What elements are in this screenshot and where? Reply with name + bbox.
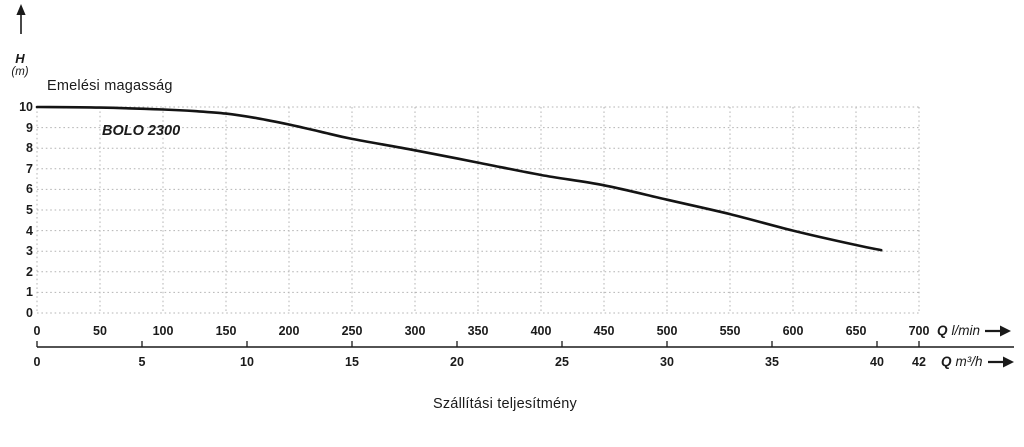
q-symbol: Q [941, 354, 952, 369]
x-lmin-tick-label: 450 [593, 324, 615, 338]
pump-curve [35, 105, 883, 252]
y-tick-label: 7 [26, 161, 33, 176]
x-lmin-tick-label: 700 [908, 324, 930, 338]
x-lmin-tick-label: 300 [404, 324, 426, 338]
q-symbol: Q [937, 323, 948, 338]
x-m3h-tick-label: 40 [870, 355, 884, 369]
y-tick-label: 6 [26, 182, 33, 197]
y-tick-label: 5 [26, 203, 33, 217]
x-lmin-tick-label: 600 [782, 324, 804, 338]
y-tick-label: 2 [26, 264, 33, 279]
y-tick-label: 9 [26, 120, 33, 135]
right-arrow-icon [987, 356, 1014, 368]
right-arrow-icon [985, 325, 1012, 337]
x-lmin-tick-label: 500 [656, 324, 678, 338]
x-m3h-tick-label: 42 [912, 355, 926, 369]
y-axis-symbol: H [15, 51, 25, 66]
m3h-unit: m³/h [955, 354, 983, 369]
x-m3h-tick-label: 10 [240, 355, 254, 369]
y-tick-label: 0 [26, 306, 33, 320]
y-tick-label: 4 [26, 223, 33, 238]
x-m3h-tick-label: 15 [345, 355, 359, 369]
y-tick-label: 1 [26, 285, 33, 300]
x-m3h-tick-label: 25 [555, 355, 569, 369]
x-m3h-tick-label: 35 [765, 355, 779, 369]
x-lmin-tick-label: 50 [93, 324, 107, 338]
x-axis-title: Szállítási teljesítmény [432, 396, 577, 412]
lmin-unit: l/min [951, 323, 981, 338]
x-lmin-tick-label: 150 [215, 324, 237, 338]
x-m3h-tick-label: 0 [33, 355, 41, 369]
y-axis-unit: (m) [11, 66, 29, 78]
x-lmin-tick-label: 250 [341, 324, 363, 338]
x-lmin-tick-label: 650 [845, 324, 867, 338]
x-lmin-tick-label: 0 [33, 324, 41, 338]
x-m3h-tick-label: 5 [138, 355, 146, 369]
y-tick-label: 3 [26, 244, 33, 259]
x-lmin-tick-label: 100 [152, 324, 174, 338]
x-m3h-tick-label: 20 [450, 355, 464, 369]
curve-label: BOLO 2300 [102, 123, 181, 139]
y-tick-label: 10 [19, 100, 33, 114]
y-axis-arrow-icon [16, 4, 26, 34]
y-axis-title: Emelési magasság [47, 78, 173, 94]
x-m3h-tick-label: 30 [660, 355, 674, 369]
x-lmin-tick-label: 400 [530, 324, 552, 338]
x-lmin-tick-label: 200 [278, 324, 300, 338]
x-lmin-tick-label: 550 [719, 324, 741, 338]
x-lmin-tick-label: 350 [467, 324, 489, 338]
y-tick-label: 8 [26, 141, 33, 156]
